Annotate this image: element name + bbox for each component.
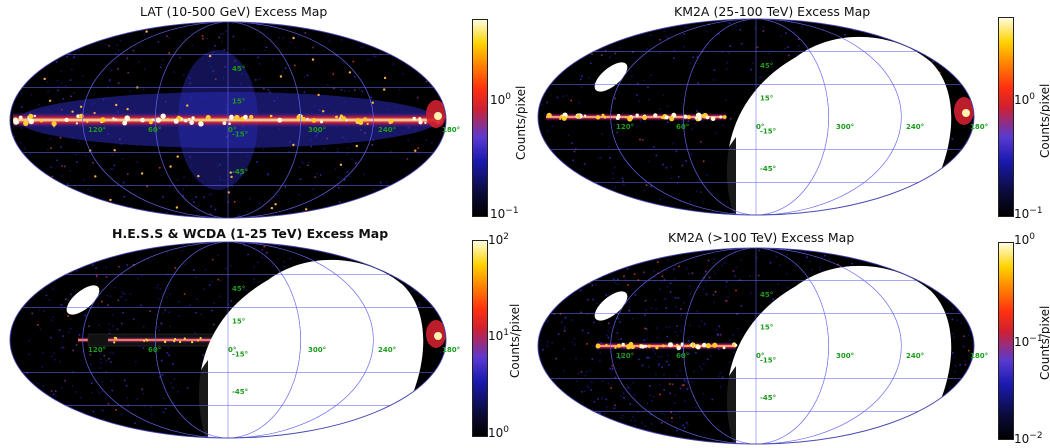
unobserved-region	[726, 36, 952, 215]
lon-label: 240°	[378, 126, 396, 134]
lat-label: 15°	[232, 317, 245, 325]
lat-label: -15°	[760, 128, 776, 136]
lon-label: 180°	[442, 126, 460, 134]
lon-label: 300°	[836, 352, 854, 360]
lon-label: 60°	[676, 352, 689, 360]
panel-2-tick-2: 10−1	[1014, 206, 1043, 221]
lon-label: 120°	[616, 352, 634, 360]
lon-label: 120°	[88, 346, 106, 354]
lat-label: -45°	[760, 394, 776, 402]
lon-label: 60°	[676, 123, 689, 131]
lon-label: 0°	[756, 352, 764, 360]
panel-4-colorbar	[998, 242, 1014, 440]
panel-3-colorbar-label: Counts/pixel	[508, 303, 522, 378]
panel-2-title: KM2A (25-100 TeV) Excess Map	[674, 4, 871, 19]
panel-3-tick-3: 100	[488, 425, 510, 440]
lon-label: 180°	[970, 352, 988, 360]
lon-label: 60°	[148, 346, 161, 354]
lat-label: 45°	[232, 285, 245, 293]
panel-2-tick-1: 100	[1014, 92, 1036, 107]
unobserved-region	[198, 259, 424, 438]
lon-label: 300°	[308, 346, 326, 354]
lon-label: 240°	[378, 346, 396, 354]
panel-3-title: H.E.S.S & WCDA (1-25 TeV) Excess Map	[112, 226, 389, 241]
lon-label: 240°	[906, 123, 924, 131]
panel-1-colorbar-label: Counts/pixel	[514, 85, 528, 160]
lat-label: -45°	[232, 168, 248, 176]
lat-label: 45°	[232, 65, 245, 73]
lat-label: -15°	[232, 351, 248, 359]
lon-label: 180°	[970, 123, 988, 131]
panel-1-skymap: 45° 15° -15° -45° 120° 60° 0° 300° 240° 180°	[9, 21, 460, 219]
panel-1-colorbar	[472, 19, 488, 217]
panel-4-tick-3: 10−2	[1014, 431, 1043, 446]
panel-2-skymap: 45° 15° -15° -45° 120° 60° 0° 300° 240° 180°	[537, 18, 988, 216]
panel-4-tick-1: 100	[1014, 232, 1036, 247]
panel-3-colorbar	[472, 240, 488, 437]
lon-label: 60°	[148, 126, 161, 134]
lat-label: 15°	[760, 94, 773, 102]
lat-label: -15°	[232, 131, 248, 139]
lat-label: -45°	[232, 388, 248, 396]
lon-label: 180°	[442, 346, 460, 354]
lon-label: 0°	[228, 346, 236, 354]
panel-4-title: KM2A (>100 TeV) Excess Map	[668, 230, 855, 245]
lon-label: 300°	[308, 126, 326, 134]
panel-3-tick-1: 102	[488, 232, 510, 247]
lat-label: 15°	[232, 97, 245, 105]
lon-label: 120°	[616, 123, 634, 131]
lon-label: 240°	[906, 352, 924, 360]
panel-2-colorbar	[998, 17, 1014, 217]
lon-label: 300°	[836, 123, 854, 131]
panel-1-tick-2: 10−1	[490, 206, 519, 221]
panel-4-colorbar-label: Counts/pixel	[1038, 305, 1050, 380]
panel-4-skymap: 45° 15° -15° -45° 120° 60° 0° 300° 240° 180°	[537, 247, 988, 445]
panel-1-title: LAT (10-500 GeV) Excess Map	[140, 4, 328, 19]
lon-label: 0°	[228, 126, 236, 134]
lat-label: -15°	[760, 357, 776, 365]
lat-label: 45°	[760, 62, 773, 70]
lon-label: 0°	[756, 123, 764, 131]
lat-label: 45°	[760, 291, 773, 299]
panel-1-tick-1: 100	[490, 92, 512, 107]
panel-3-skymap: 45° 15° -15° -45° 120° 60° 0° 300° 240° 180°	[9, 241, 460, 439]
lon-label: 120°	[88, 126, 106, 134]
panel-4-tick-2: 10−1	[1014, 334, 1043, 349]
unobserved-region	[726, 265, 952, 444]
lat-label: -45°	[760, 165, 776, 173]
panel-2-colorbar-label: Counts/pixel	[1038, 83, 1050, 158]
panel-3-tick-2: 101	[488, 328, 510, 343]
lat-label: 15°	[760, 323, 773, 331]
